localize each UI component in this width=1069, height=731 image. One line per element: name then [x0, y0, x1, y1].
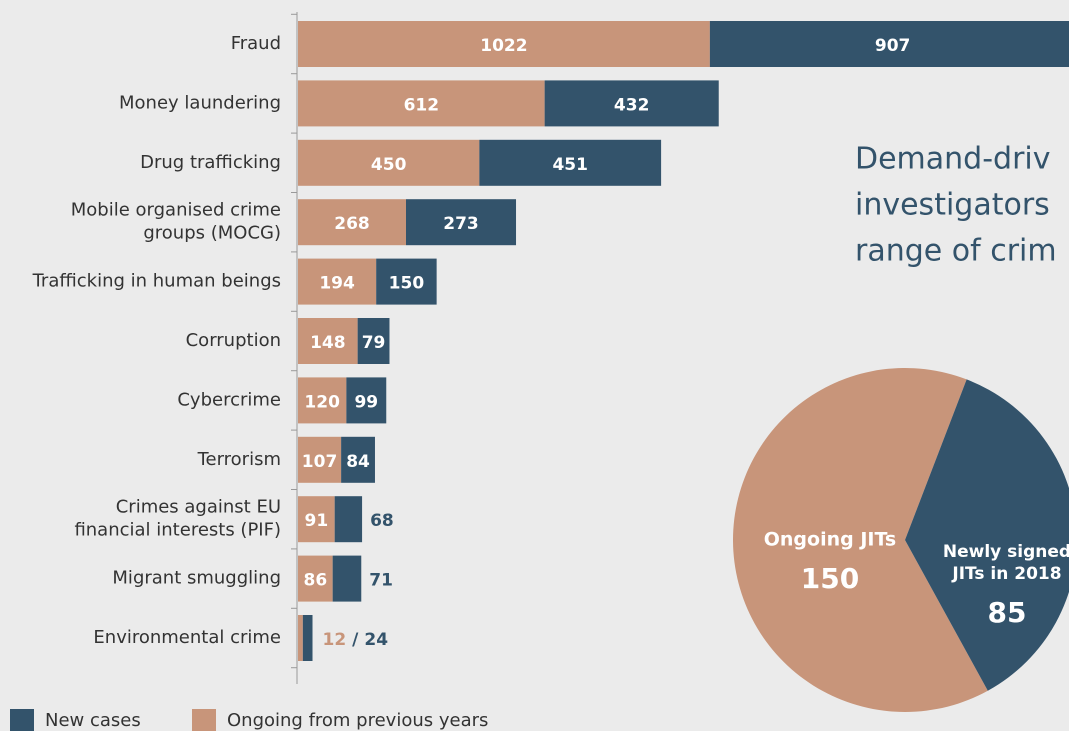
- bar-segment: [298, 436, 342, 483]
- pie-slice: [732, 368, 988, 713]
- value-label: 451: [552, 155, 588, 175]
- bar-segment: [298, 199, 407, 246]
- bar-segment: [376, 258, 437, 305]
- legend-swatch: [10, 709, 34, 731]
- bar-segment: [357, 318, 390, 364]
- bar-segment: [298, 258, 377, 305]
- value-label: 71: [369, 571, 393, 591]
- category-label: Drug trafficking: [140, 152, 281, 173]
- pie-label: Newly signed: [943, 542, 1069, 562]
- category-label: Cybercrime: [177, 389, 281, 410]
- value-label: 79: [362, 333, 386, 353]
- value-label: 612: [404, 95, 440, 115]
- value-label: 24: [364, 630, 388, 650]
- category-label: Crimes against EU: [116, 497, 281, 518]
- value-label: 273: [443, 214, 479, 234]
- bar-segment: [346, 377, 387, 424]
- value-label: 120: [304, 392, 340, 412]
- pie-label: JITs in 2018: [951, 564, 1061, 584]
- category-label: Fraud: [231, 33, 281, 54]
- value-label: 268: [334, 214, 370, 234]
- annotation: Demand-driv: [855, 142, 1051, 177]
- bar-segment: [298, 21, 710, 67]
- value-label: 907: [875, 36, 911, 56]
- category-label: Money laundering: [119, 92, 281, 113]
- pie-value: 85: [988, 596, 1027, 629]
- value-label: 68: [370, 511, 394, 531]
- value-label: 150: [389, 274, 425, 294]
- value-label: 450: [371, 155, 407, 175]
- annotation: investigators: [855, 188, 1050, 223]
- category-label: financial interests (PIF): [74, 520, 281, 541]
- bar-segment: [479, 139, 662, 186]
- legend-swatch: [192, 709, 216, 731]
- value-label: 84: [346, 452, 370, 472]
- bar-segment: [298, 555, 333, 602]
- pie-slice: [905, 379, 1069, 691]
- bar-segment: [334, 496, 363, 543]
- pie-value: 150: [801, 562, 859, 595]
- value-label: 12: [323, 630, 347, 650]
- bar-segment: [341, 436, 375, 483]
- bar-segment: [298, 496, 335, 543]
- bar-segment: [298, 80, 545, 127]
- value-label: 432: [614, 95, 650, 115]
- category-label: Migrant smuggling: [112, 568, 281, 589]
- bar-segment: [406, 199, 517, 246]
- value-label: 194: [319, 274, 355, 294]
- category-label: Mobile organised crime: [71, 200, 281, 221]
- category-label: Terrorism: [197, 449, 281, 470]
- value-label: 148: [310, 333, 346, 353]
- bar-segment: [302, 615, 313, 661]
- bar-segment: [332, 555, 362, 602]
- bar-segment: [709, 21, 1069, 67]
- category-label: Environmental crime: [93, 627, 281, 648]
- value-label: 91: [305, 511, 329, 531]
- bar-segment: [298, 318, 358, 364]
- legend-label: Ongoing from previous years: [227, 710, 488, 731]
- bar-segment: [544, 80, 719, 127]
- bar-segment: [298, 377, 347, 424]
- label-separator: /: [352, 630, 359, 650]
- bar-segment: [298, 615, 303, 661]
- category-label: Corruption: [186, 330, 281, 351]
- annotation: range of crim: [855, 234, 1057, 269]
- category-label: groups (MOCG): [143, 223, 281, 244]
- category-label: Trafficking in human beings: [32, 271, 281, 292]
- value-label: 86: [303, 571, 327, 591]
- bar-segment: [298, 139, 480, 186]
- value-label: 99: [354, 392, 378, 412]
- value-label: 1022: [480, 36, 527, 56]
- pie-label: Ongoing JITs: [764, 529, 896, 551]
- value-label: 107: [302, 452, 338, 472]
- legend-label: New cases: [45, 710, 141, 731]
